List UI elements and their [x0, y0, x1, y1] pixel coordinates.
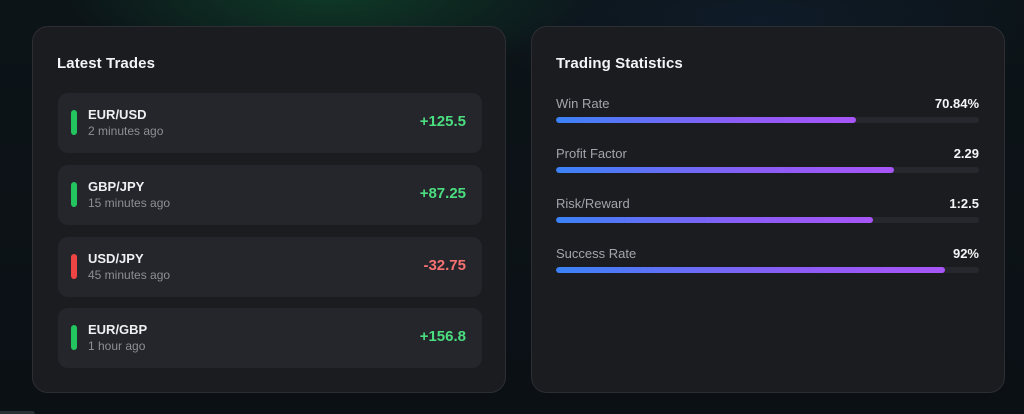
trade-pnl: +125.5 — [419, 113, 466, 130]
trade-row[interactable]: EUR/GBP 1 hour ago +156.8 — [58, 308, 482, 368]
trade-time: 1 hour ago — [88, 339, 146, 353]
trading-statistics-title: Trading Statistics — [556, 55, 683, 72]
trade-direction-indicator — [71, 254, 77, 279]
trade-pnl: +156.8 — [419, 328, 466, 345]
stat-progress-fill — [556, 267, 946, 273]
stat-progress-fill — [556, 217, 874, 223]
stat-label: Success Rate — [556, 246, 637, 261]
trade-time: 15 minutes ago — [88, 196, 171, 210]
trade-row[interactable]: EUR/USD 2 minutes ago +125.5 — [58, 93, 482, 153]
trade-time: 2 minutes ago — [88, 124, 164, 138]
latest-trades-title: Latest Trades — [57, 55, 156, 72]
stat-label: Risk/Reward — [556, 196, 630, 211]
trade-pnl: -32.75 — [423, 257, 466, 274]
stat-value: 92% — [952, 246, 979, 261]
stat-risk-reward: Risk/Reward 1:2.5 — [556, 196, 980, 236]
trade-pair: USD/JPY — [88, 251, 144, 266]
cropped-element-edge — [0, 411, 35, 414]
stat-progress-fill — [556, 117, 856, 123]
trade-direction-indicator — [71, 110, 77, 135]
trade-direction-indicator — [71, 182, 77, 207]
stat-progress-track — [556, 167, 979, 173]
stat-value: 1:2.5 — [949, 196, 979, 211]
trade-pair: EUR/GBP — [88, 322, 148, 337]
stat-label: Win Rate — [556, 96, 610, 111]
trade-pair: EUR/USD — [88, 107, 147, 122]
stat-progress-track — [556, 117, 979, 123]
stat-label: Profit Factor — [556, 146, 627, 161]
trade-time: 45 minutes ago — [88, 268, 171, 282]
trade-row[interactable]: GBP/JPY 15 minutes ago +87.25 — [58, 165, 482, 225]
trade-pnl: +87.25 — [419, 185, 466, 202]
stat-win-rate: Win Rate 70.84% — [556, 96, 980, 136]
trade-row[interactable]: USD/JPY 45 minutes ago -32.75 — [58, 237, 482, 297]
stat-progress-fill — [556, 167, 895, 173]
latest-trades-card: Latest Trades EUR/USD 2 minutes ago +125… — [32, 26, 506, 393]
stat-profit-factor: Profit Factor 2.29 — [556, 146, 980, 186]
stat-progress-track — [556, 267, 979, 273]
trading-statistics-card: Trading Statistics Win Rate 70.84% Profi… — [531, 26, 1005, 393]
trade-direction-indicator — [71, 325, 77, 350]
stat-progress-track — [556, 217, 979, 223]
stat-value: 70.84% — [934, 96, 979, 111]
stat-value: 2.29 — [953, 146, 979, 161]
stat-success-rate: Success Rate 92% — [556, 246, 980, 286]
trade-pair: GBP/JPY — [88, 179, 145, 194]
